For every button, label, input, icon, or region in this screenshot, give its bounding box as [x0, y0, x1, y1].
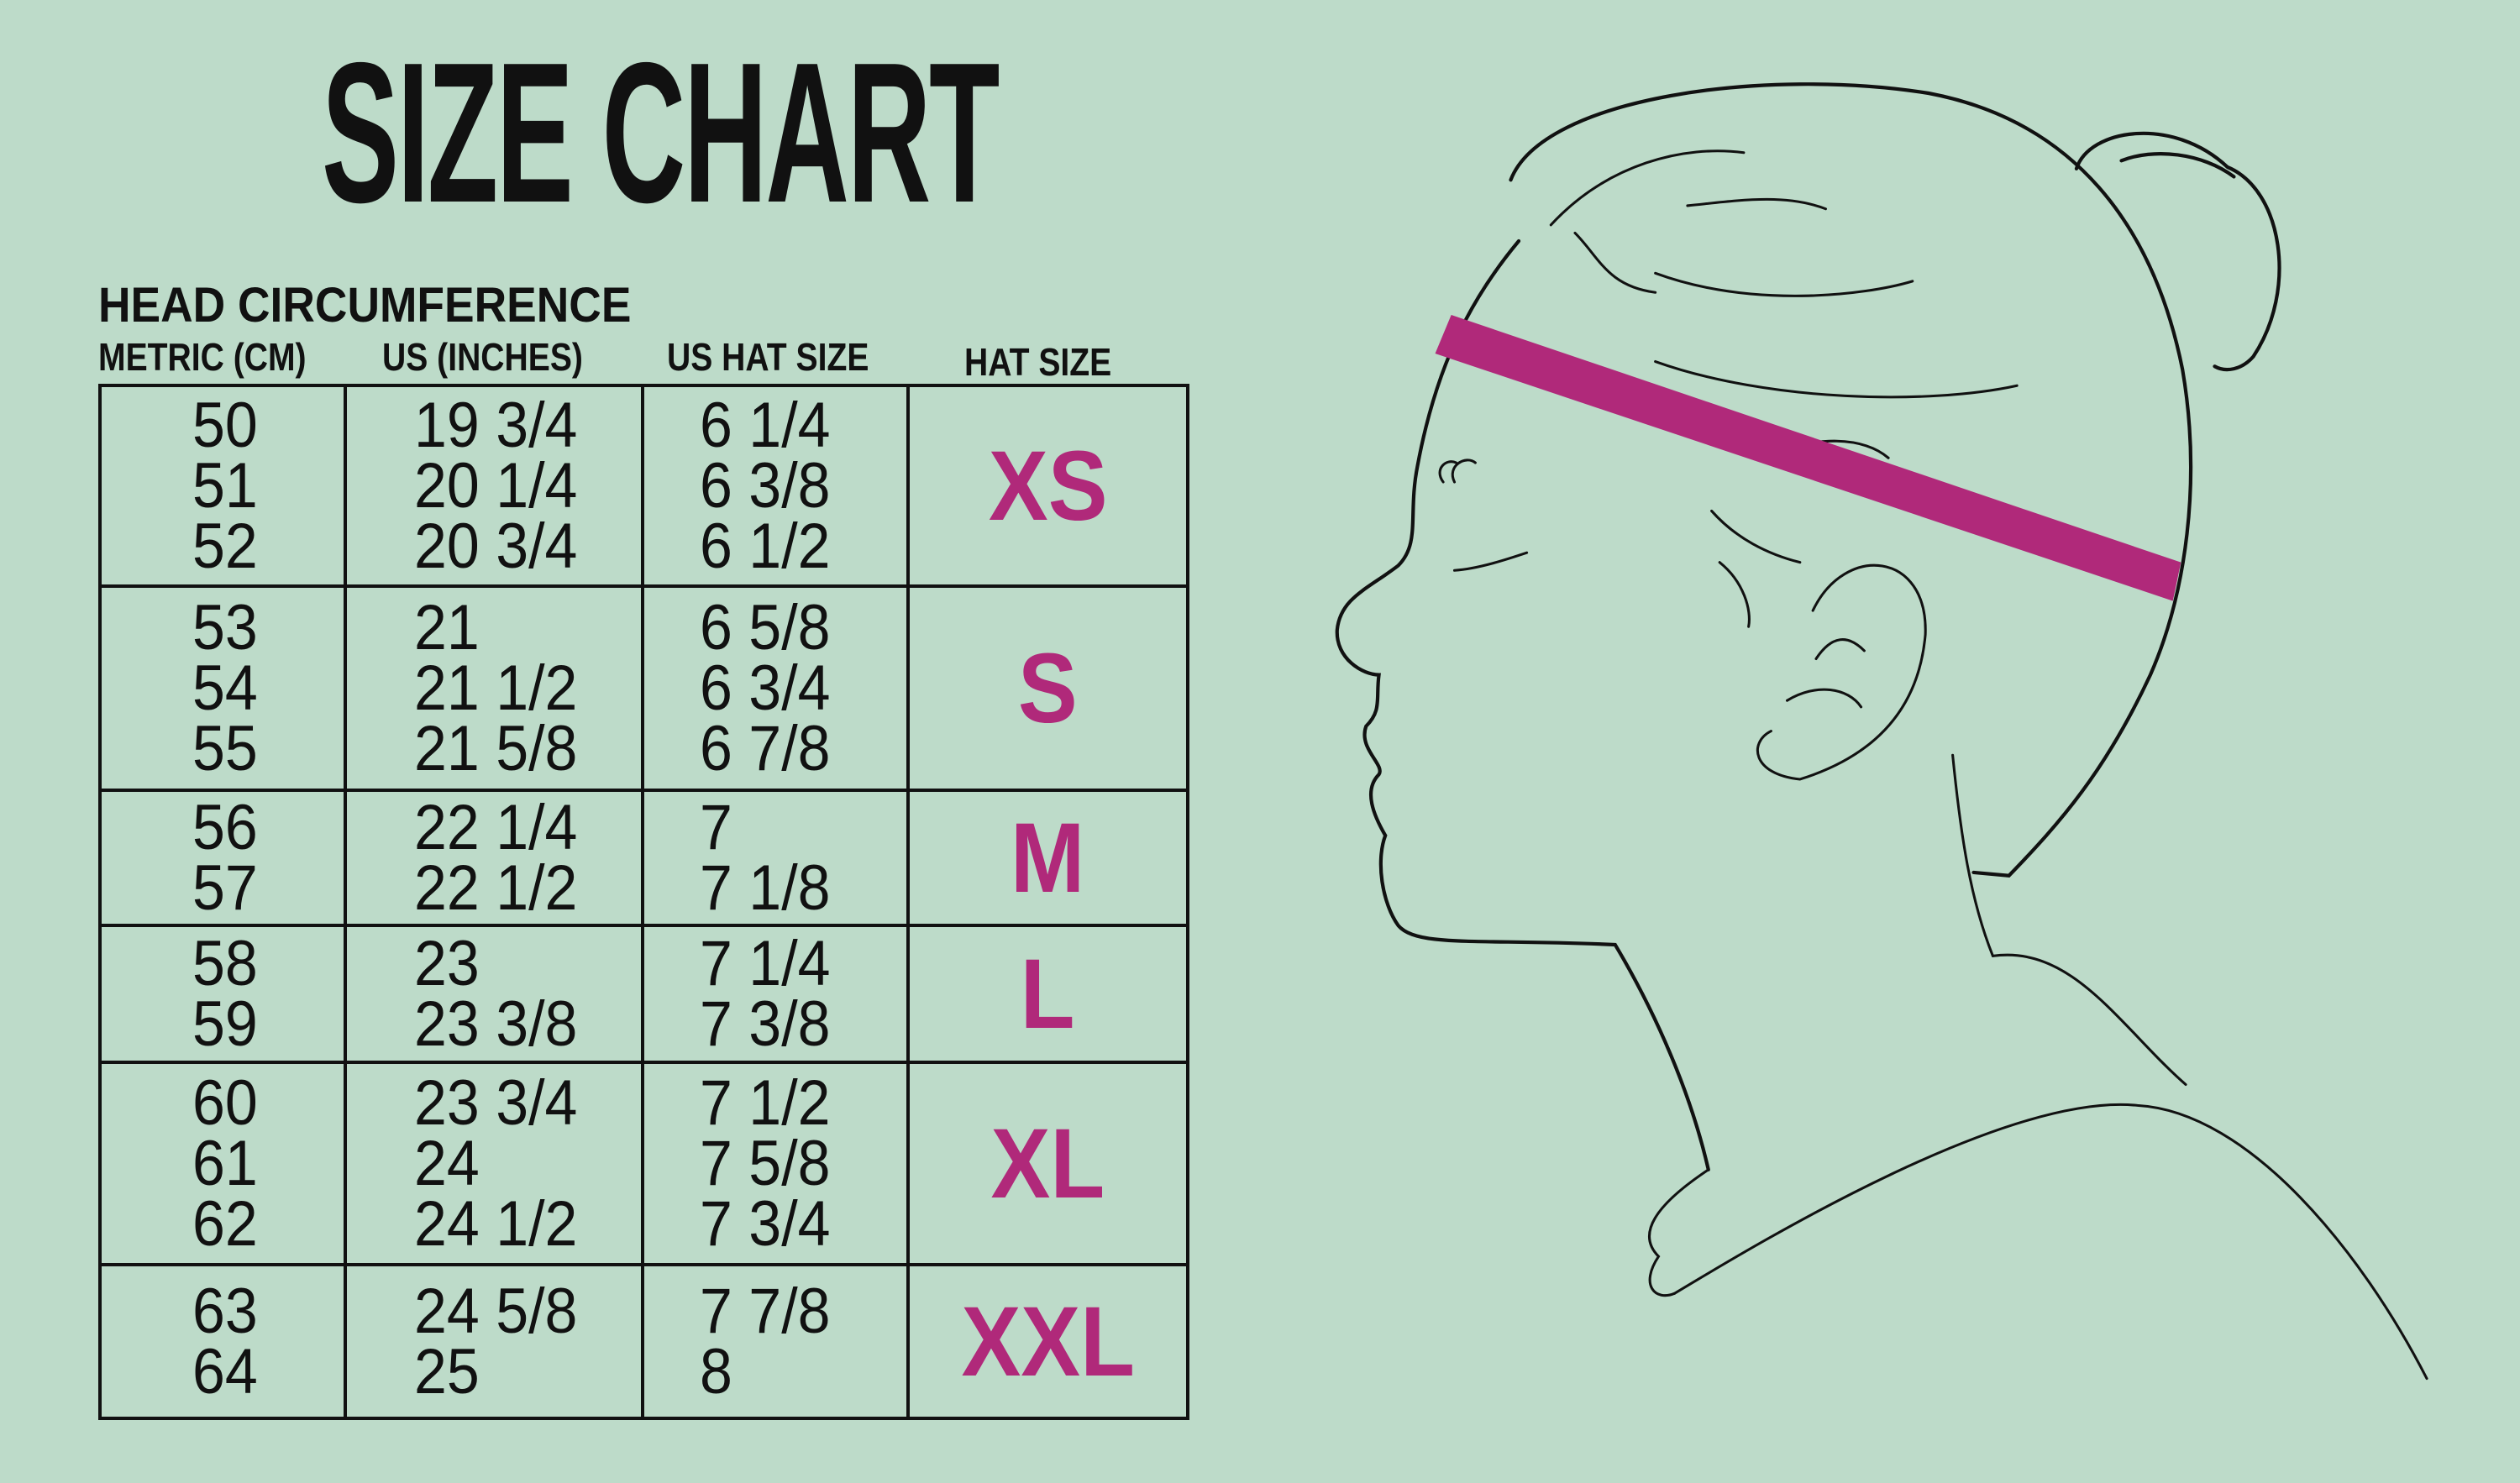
hat-size-label: XL — [990, 1108, 1105, 1219]
table-row: 58 59 23 23 3/8 7 1/4 7 3/8 L — [98, 924, 1189, 1064]
table-row: 56 57 22 1/4 22 1/2 7 7 1/8 M — [98, 789, 1189, 927]
hat-size-label: XS — [988, 430, 1108, 542]
us-hat-size-cell: 6 1/4 6 3/8 6 1/2 — [641, 384, 910, 588]
us-hat-size-cell: 6 5/8 6 3/4 6 7/8 — [641, 584, 910, 792]
cell-value: 55 — [192, 712, 258, 784]
metric-cell: 63 64 — [98, 1263, 347, 1420]
hair-lines — [1549, 149, 2019, 459]
us-hat-size-cell: 7 1/4 7 3/8 — [641, 924, 910, 1064]
cell-value: 7 1/2 — [700, 1066, 831, 1139]
hat-size-label: L — [1021, 938, 1075, 1050]
hat-size-cell: S — [906, 584, 1189, 792]
cell-value: 23 — [414, 927, 480, 999]
inches-cell: 23 3/4 24 24 1/2 — [344, 1061, 644, 1266]
cell-value: 24 1/2 — [414, 1187, 578, 1260]
cell-value: 51 — [192, 449, 258, 521]
inches-cell: 23 23 3/8 — [344, 924, 644, 1064]
cell-value: 8 — [700, 1335, 732, 1407]
inches-cell: 19 3/4 20 1/4 20 3/4 — [344, 384, 644, 588]
cell-value: 20 3/4 — [414, 510, 578, 582]
metric-cell: 56 57 — [98, 789, 347, 927]
hat-size-cell: XXL — [906, 1263, 1189, 1420]
us-hat-size-cell: 7 7/8 8 — [641, 1263, 910, 1420]
cell-value: 21 5/8 — [414, 712, 578, 784]
hat-size-label: S — [1018, 632, 1078, 744]
ear-icon — [1710, 509, 1927, 781]
hat-size-cell: M — [906, 789, 1189, 927]
page-title: SIZE CHART — [322, 22, 1000, 244]
cell-value: 20 1/4 — [414, 449, 578, 521]
cell-value: 23 3/8 — [414, 988, 578, 1060]
cell-value: 62 — [192, 1187, 258, 1260]
cell-value: 57 — [192, 852, 258, 924]
cell-value: 7 — [700, 791, 732, 863]
cell-value: 23 3/4 — [414, 1066, 578, 1139]
table-row: 53 54 55 21 21 1/2 21 5/8 6 5/8 6 3/4 6 7/8 S — [98, 584, 1189, 792]
headband — [1435, 315, 2181, 601]
hat-size-label: XXL — [961, 1286, 1135, 1397]
neck-and-collar — [1648, 753, 2428, 1381]
cell-value: 25 — [414, 1335, 480, 1407]
table-row: 60 61 62 23 3/4 24 24 1/2 7 1/2 7 5/8 7 3/4 XL — [98, 1061, 1189, 1266]
cell-value: 63 — [192, 1275, 258, 1347]
hat-size-cell: XS — [906, 384, 1189, 588]
eye-icon — [1438, 459, 1529, 572]
cell-value: 7 3/4 — [700, 1187, 831, 1260]
column-header-inches: US (INCHES) — [382, 335, 583, 379]
cell-value: 21 1/2 — [414, 652, 578, 724]
cell-value: 19 3/4 — [414, 389, 578, 461]
cell-value: 59 — [192, 988, 258, 1060]
cell-value: 21 — [414, 591, 480, 663]
cell-value: 53 — [192, 591, 258, 663]
cell-value: 24 — [414, 1127, 480, 1199]
cell-value: 7 7/8 — [700, 1275, 831, 1347]
cell-value: 22 1/2 — [414, 852, 578, 924]
cell-value: 7 1/8 — [700, 852, 831, 924]
head-outline — [1335, 82, 2281, 1171]
cell-value: 56 — [192, 791, 258, 863]
hat-size-label: M — [1011, 802, 1085, 914]
cell-value: 6 1/4 — [700, 389, 831, 461]
cell-value: 64 — [192, 1335, 258, 1407]
us-hat-size-cell: 7 1/2 7 5/8 7 3/4 — [641, 1061, 910, 1266]
column-header-metric: METRIC (CM) — [98, 335, 307, 379]
cell-value: 54 — [192, 652, 258, 724]
inches-cell: 24 5/8 25 — [344, 1263, 644, 1420]
cell-value: 7 3/8 — [700, 988, 831, 1060]
size-table: 50 51 52 19 3/4 20 1/4 20 3/4 6 1/4 6 3/8 6 1/2 X… — [98, 384, 1189, 1420]
cell-value: 50 — [192, 389, 258, 461]
cell-value: 58 — [192, 927, 258, 999]
inches-cell: 22 1/4 22 1/2 — [344, 789, 644, 927]
cell-value: 7 1/4 — [700, 927, 831, 999]
inches-cell: 21 21 1/2 21 5/8 — [344, 584, 644, 792]
metric-cell: 58 59 — [98, 924, 347, 1064]
cell-value: 24 5/8 — [414, 1275, 578, 1347]
hat-size-cell: XL — [906, 1061, 1189, 1266]
cell-value: 6 7/8 — [700, 712, 831, 784]
metric-cell: 50 51 52 — [98, 384, 347, 588]
column-header-us-hat-size: US HAT SIZE — [667, 335, 869, 379]
cell-value: 6 5/8 — [700, 591, 831, 663]
cell-value: 6 3/8 — [700, 449, 831, 521]
cell-value: 7 5/8 — [700, 1127, 831, 1199]
metric-cell: 60 61 62 — [98, 1061, 347, 1266]
cell-value: 6 1/2 — [700, 510, 831, 582]
table-subtitle: HEAD CIRCUMFERENCE — [98, 278, 632, 333]
cell-value: 52 — [192, 510, 258, 582]
table-row: 50 51 52 19 3/4 20 1/4 20 3/4 6 1/4 6 3/8 6 1/2 X… — [98, 384, 1189, 588]
metric-cell: 53 54 55 — [98, 584, 347, 792]
cell-value: 6 3/4 — [700, 652, 831, 724]
cell-value: 61 — [192, 1127, 258, 1199]
column-header-hat-size: HAT SIZE — [964, 340, 1112, 384]
table-row: 63 64 24 5/8 25 7 7/8 8 XXL — [98, 1263, 1189, 1420]
cell-value: 60 — [192, 1066, 258, 1139]
hat-size-cell: L — [906, 924, 1189, 1064]
cell-value: 22 1/4 — [414, 791, 578, 863]
